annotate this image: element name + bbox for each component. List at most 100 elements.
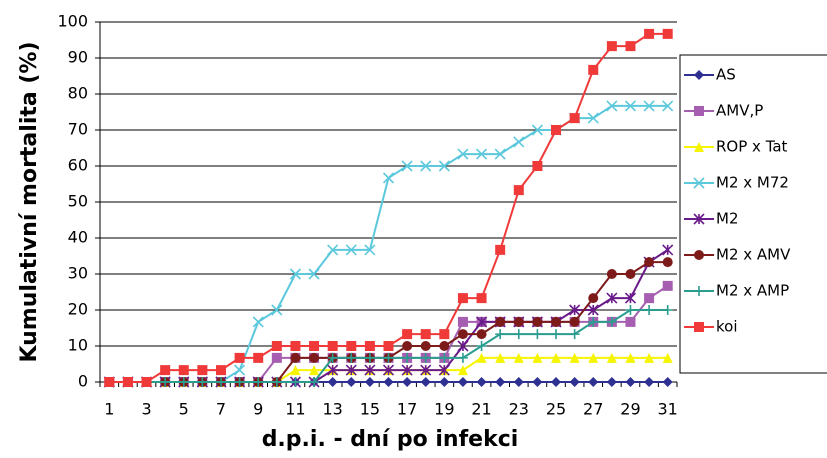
x-tick-label: 17 — [397, 400, 417, 419]
data-point — [290, 341, 301, 351]
x-tick-label: 13 — [322, 400, 342, 419]
data-point — [625, 269, 636, 279]
data-point — [532, 316, 543, 327]
data-point — [439, 377, 450, 387]
data-point — [252, 316, 264, 328]
data-point — [234, 364, 246, 376]
data-point — [439, 352, 450, 363]
legend-box — [679, 54, 827, 374]
data-point — [178, 365, 189, 376]
x-tick-label: 7 — [216, 400, 226, 419]
data-point — [606, 377, 617, 387]
x-tick-label: 15 — [360, 400, 380, 419]
legend-marker — [694, 142, 704, 152]
data-point — [644, 257, 655, 268]
data-point — [234, 352, 245, 363]
data-point — [308, 268, 320, 280]
data-point — [569, 304, 581, 316]
x-tick-label: 23 — [509, 400, 529, 419]
data-point — [606, 269, 617, 279]
data-point — [457, 148, 469, 160]
data-point — [513, 329, 524, 340]
data-point — [476, 293, 487, 304]
data-point — [551, 329, 562, 340]
data-point — [309, 352, 320, 363]
data-point — [569, 316, 580, 327]
data-point — [289, 268, 302, 280]
data-point — [606, 100, 618, 112]
data-point — [606, 316, 617, 327]
data-point — [364, 352, 375, 363]
y-tick-label: 70 — [68, 120, 88, 139]
x-tick-label: 5 — [179, 400, 189, 419]
data-point — [439, 329, 450, 340]
data-point — [495, 352, 506, 363]
legend-marker — [694, 70, 704, 80]
data-point — [215, 365, 226, 376]
data-point — [420, 160, 432, 172]
data-point — [309, 341, 320, 351]
data-point — [532, 352, 543, 363]
data-point — [662, 280, 673, 291]
data-point — [382, 172, 395, 184]
y-tick-label: 80 — [68, 84, 88, 103]
data-point — [643, 100, 655, 112]
data-point — [215, 377, 226, 387]
data-point — [271, 377, 282, 387]
data-point — [624, 292, 637, 304]
data-point — [457, 316, 468, 327]
data-point — [495, 377, 506, 387]
data-point — [475, 148, 488, 160]
data-point — [457, 377, 468, 387]
data-point — [625, 316, 636, 327]
data-point — [402, 329, 413, 340]
data-point — [588, 316, 599, 327]
data-point — [532, 377, 543, 387]
data-point — [476, 352, 487, 363]
data-point — [402, 352, 413, 363]
data-point — [309, 377, 320, 387]
data-point — [606, 352, 617, 363]
legend-label: koi — [716, 318, 738, 336]
data-point — [420, 329, 431, 340]
data-point — [345, 244, 357, 256]
legend-label: M2 x AMP — [716, 282, 789, 300]
data-point — [587, 304, 599, 316]
data-point — [644, 377, 655, 387]
data-point — [346, 341, 357, 351]
data-point — [104, 377, 115, 387]
data-point — [438, 160, 450, 172]
data-point — [588, 293, 599, 304]
x-tick-label: 29 — [620, 400, 640, 419]
data-point — [383, 377, 394, 387]
data-point — [290, 365, 301, 376]
y-tick-label: 20 — [68, 300, 88, 319]
legend-label: M2 x AMV — [716, 246, 791, 264]
data-point — [309, 365, 320, 376]
data-point — [644, 28, 655, 39]
data-point — [382, 364, 395, 376]
y-tick-label: 90 — [68, 48, 88, 67]
data-point — [476, 341, 487, 351]
data-point — [587, 112, 599, 124]
data-point — [383, 352, 394, 363]
data-point — [327, 377, 338, 387]
data-point — [494, 148, 506, 160]
data-point — [327, 364, 339, 376]
data-point — [606, 292, 618, 304]
legend-marker — [694, 106, 704, 116]
data-point — [141, 377, 152, 387]
series-line — [109, 32, 668, 383]
data-point — [476, 329, 487, 340]
data-point — [662, 244, 674, 256]
legend-label: M2 x M72 — [716, 174, 789, 192]
data-point — [588, 377, 599, 387]
y-tick-label: 40 — [68, 228, 88, 247]
legend-label: AMV,P — [716, 102, 763, 120]
data-point — [290, 377, 301, 387]
legend-label: M2 — [716, 210, 739, 228]
data-point — [662, 100, 674, 112]
legend-marker — [694, 250, 704, 260]
data-point — [160, 365, 171, 376]
x-tick-label: 25 — [546, 400, 566, 419]
